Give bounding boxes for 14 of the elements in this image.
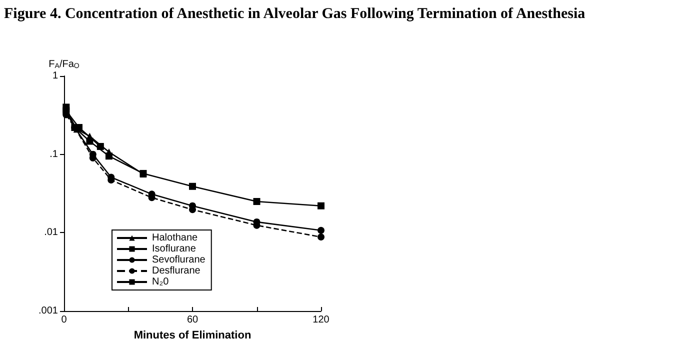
legend-label: N₂0 [152, 276, 170, 288]
y-tick-label: .001 [38, 306, 58, 316]
y-tick-label: .01 [44, 227, 58, 238]
y-tick-label: 1 [52, 70, 58, 82]
legend-label: Halothane [152, 232, 198, 244]
legend-label: Desflurane [152, 266, 201, 276]
x-axis-title: Minutes of Elimination [134, 329, 252, 342]
chart-title: Figure 4. Concentration of Anesthetic in Alveolar Gas Following Termination of Anesthesia [4, 6, 586, 23]
y-tick-label: .1 [50, 148, 58, 160]
x-tick-label: 60 [186, 314, 198, 326]
legend-label: Sevoflurane [152, 254, 206, 266]
x-tick-label: 0 [61, 314, 68, 326]
legend-label: Isoflurane [152, 244, 196, 254]
x-tick-label: 120 [312, 314, 330, 326]
